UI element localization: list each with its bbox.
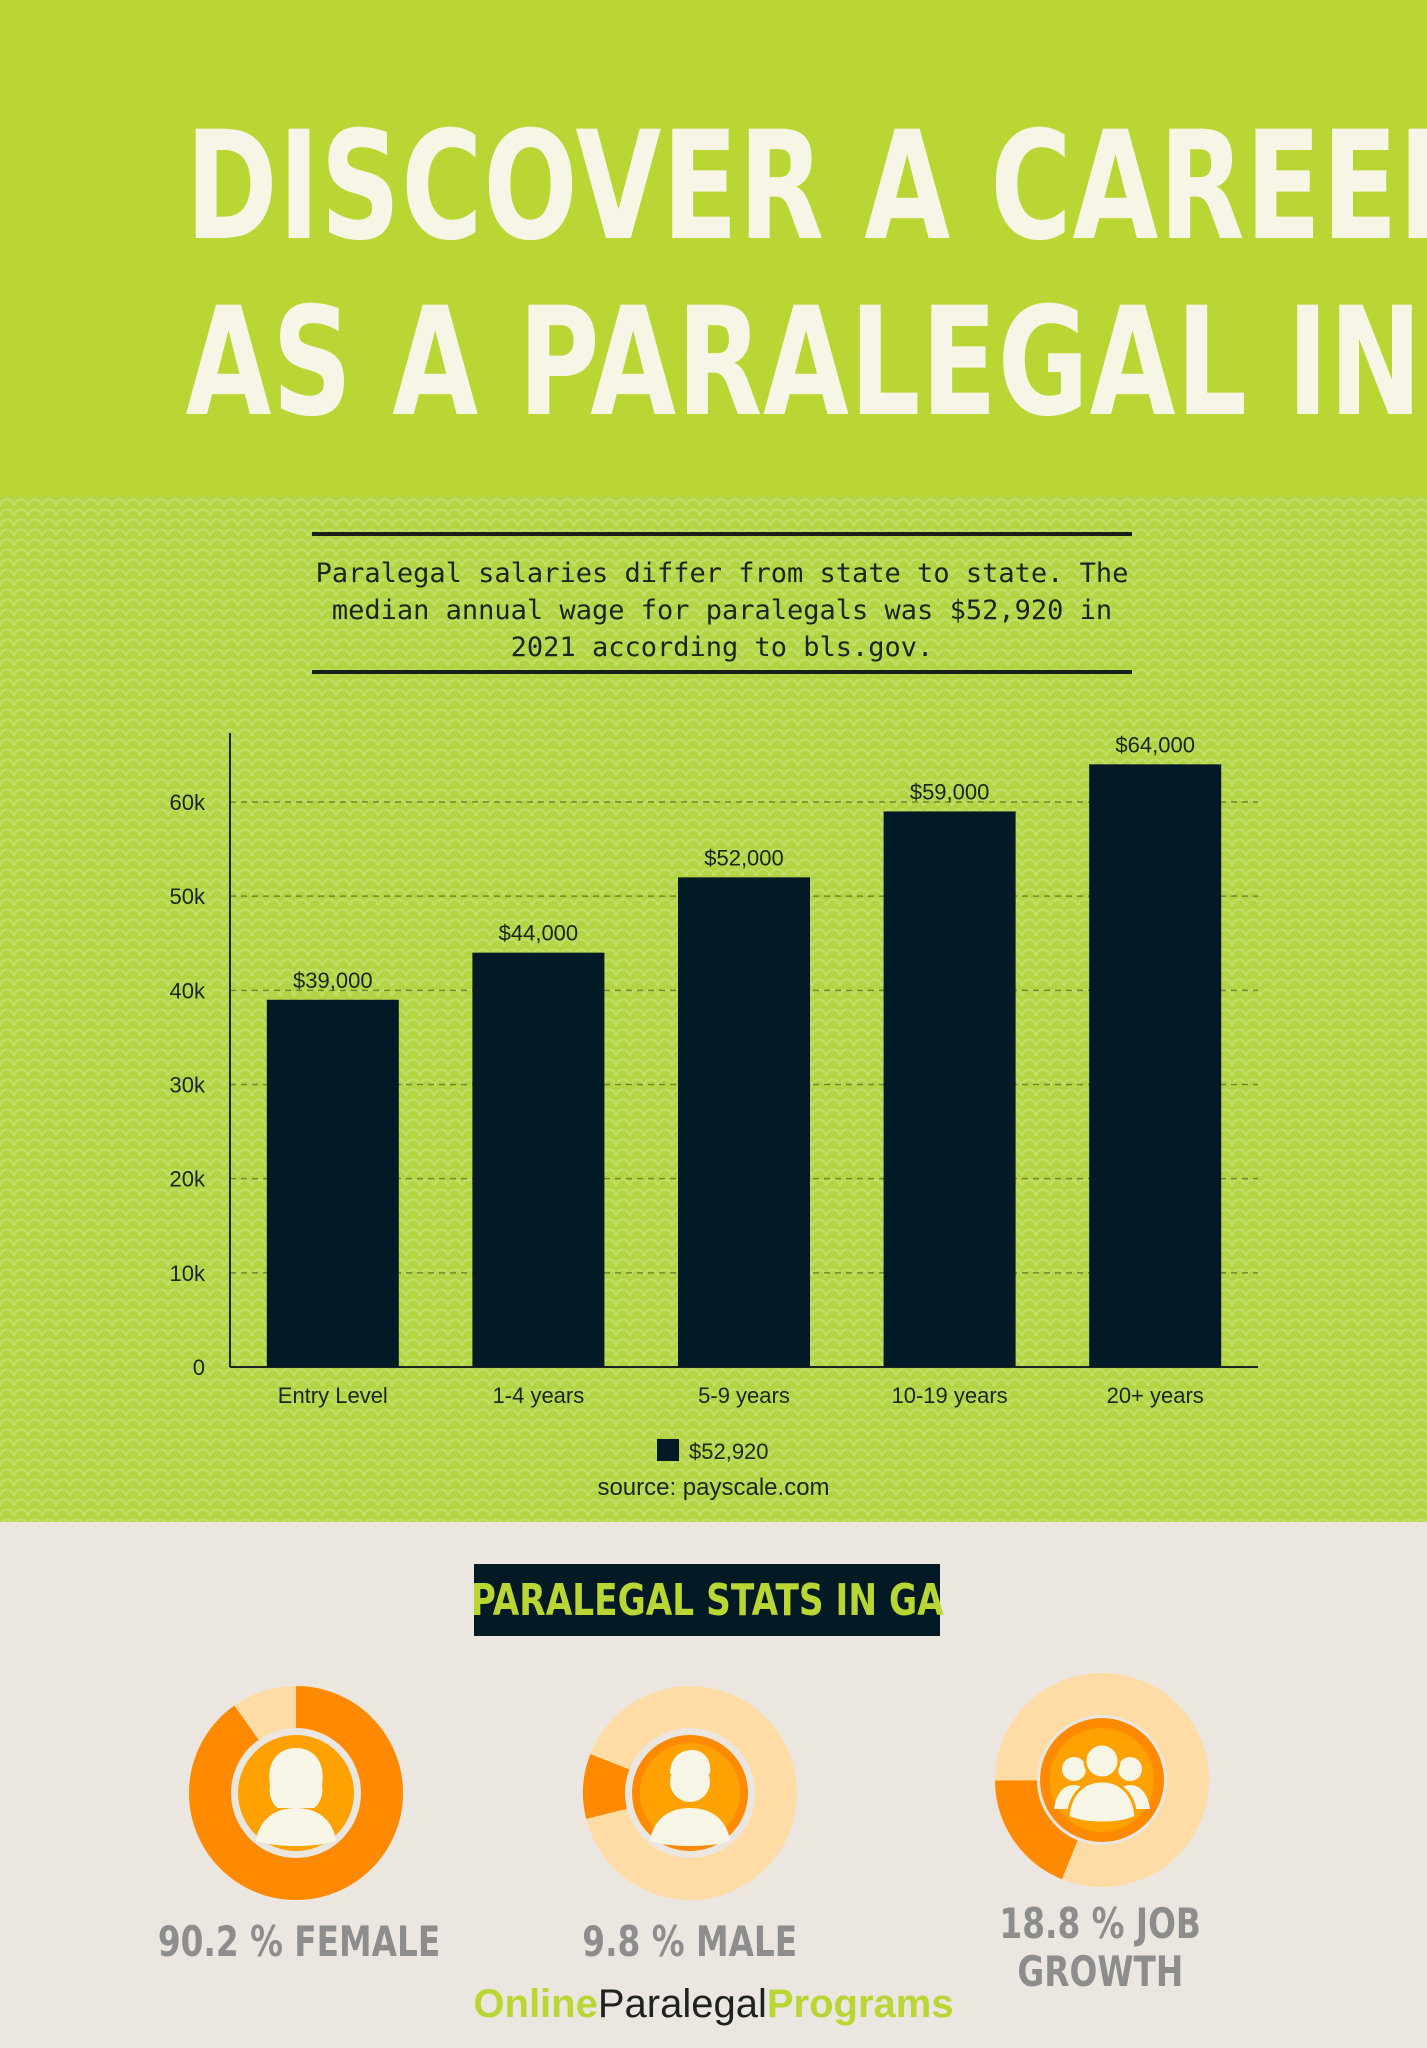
stat-female	[168, 1678, 428, 1908]
group-people-icon	[1054, 1742, 1150, 1825]
y-tick-label: 60k	[170, 790, 206, 815]
bar	[883, 811, 1016, 1367]
y-tick-label: 0	[193, 1355, 205, 1380]
stat-male-label: 9.8 % MALE	[582, 1917, 798, 1966]
bar	[678, 877, 810, 1367]
title-line-1: DISCOVER A CAREER	[185, 100, 1427, 274]
brand-logo: OnlineParalegalPrograms	[0, 1982, 1427, 2027]
y-tick-label: 20k	[170, 1167, 206, 1192]
growth-ring-track	[995, 1673, 1209, 1887]
bar-value-label: $39,000	[293, 968, 373, 993]
growth-ring-fill	[995, 1673, 1209, 1887]
stats-banner: PARALEGAL STATS IN GA	[470, 1564, 944, 1636]
stat-job-growth	[970, 1665, 1230, 1895]
x-tick-label: 10-19 years	[892, 1383, 1008, 1408]
bar-value-label: $59,000	[910, 779, 990, 804]
title-line-2: AS A PARALEGAL IN GA	[185, 276, 1427, 450]
female-ring-chart	[189, 1686, 403, 1900]
bottom-divider	[312, 670, 1132, 674]
y-tick-label: 10k	[170, 1261, 206, 1286]
male-person-icon	[650, 1750, 730, 1846]
intro-line-2: median annual wage for paralegals was $5…	[331, 595, 1113, 626]
x-tick-label: Entry Level	[278, 1383, 388, 1408]
growth-ring-chart	[995, 1673, 1209, 1887]
x-tick-label: 1-4 years	[493, 1383, 585, 1408]
y-tick-label: 30k	[170, 1073, 206, 1098]
stat-growth-label: 18.8 % JOB GROWTH	[999, 1899, 1201, 1996]
x-tick-label: 5-9 years	[698, 1383, 790, 1408]
brand-part-2: Paralegal	[597, 1982, 767, 2026]
stat-female-label: 90.2 % FEMALE	[157, 1917, 441, 1966]
stat-male	[560, 1678, 820, 1908]
intro-line-1: Paralegal salaries differ from state to …	[315, 558, 1129, 589]
top-divider	[312, 532, 1132, 536]
x-tick-label: 20+ years	[1107, 1383, 1204, 1408]
bar-value-label: $52,000	[704, 845, 784, 870]
bar	[266, 999, 399, 1367]
y-tick-label: 40k	[170, 978, 206, 1003]
female-ring-fill	[189, 1686, 403, 1900]
salary-bar-chart: 0 10k 20k 30k 40k 50k 60k $39,000 Entry Level $44…	[170, 732, 1258, 1464]
brand-part-3: Programs	[766, 1982, 954, 2026]
bar	[472, 952, 605, 1367]
stats-banner-label: PARALEGAL STATS IN GA	[470, 1574, 944, 1626]
legend-swatch	[657, 1439, 679, 1461]
male-ring-chart	[583, 1686, 797, 1900]
bar-value-label: $64,000	[1115, 732, 1195, 757]
brand-part-1: Online	[473, 1982, 598, 2026]
intro-line-3: 2021 according to bls.gov.	[510, 632, 934, 663]
source-note: source: payscale.com	[597, 1474, 830, 1501]
y-tick-label: 50k	[170, 884, 206, 909]
legend-label: $52,920	[689, 1439, 769, 1464]
header-banner: DISCOVER A CAREER AS A PARALEGAL IN GA	[0, 0, 1427, 496]
intro-text: Paralegal salaries differ from state to …	[312, 555, 1132, 666]
bar	[1089, 764, 1222, 1367]
female-person-icon	[256, 1748, 336, 1846]
bar-value-label: $44,000	[499, 921, 579, 946]
